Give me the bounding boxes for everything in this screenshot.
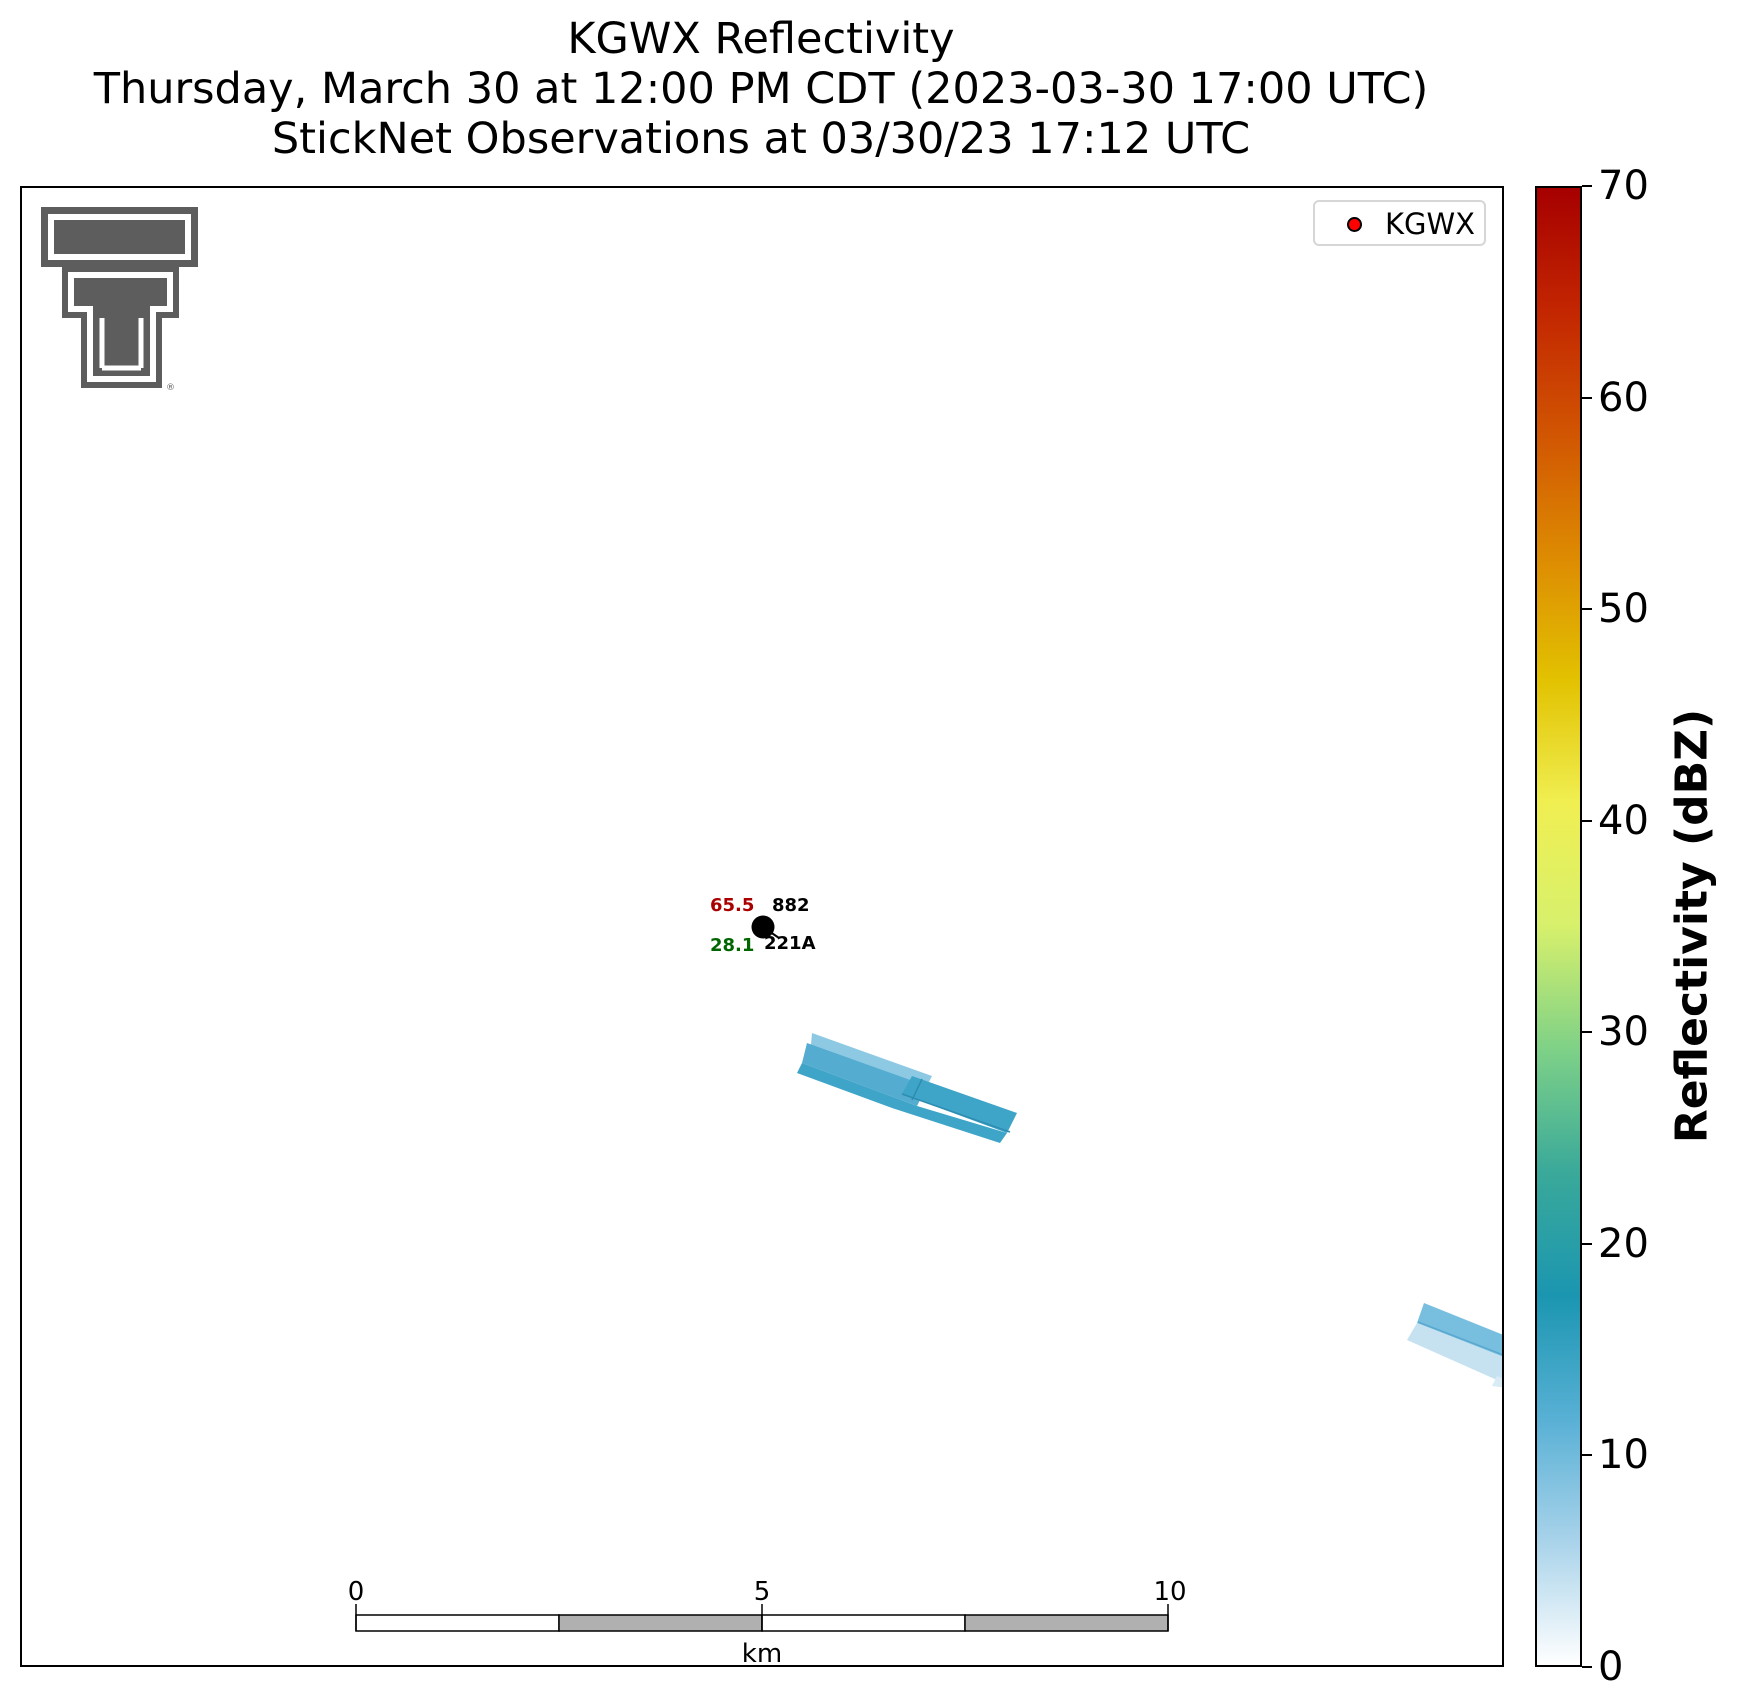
colorbar-tick-label-10: 10	[1598, 1432, 1649, 1479]
station-temperature-value: 65.5	[710, 895, 755, 916]
legend: KGWX	[1313, 200, 1486, 246]
colorbar-tick-40	[1582, 819, 1592, 822]
scale-label-10: 10	[1153, 1577, 1187, 1607]
legend-label: KGWX	[1385, 207, 1476, 241]
scale-segment-4	[964, 1614, 1169, 1632]
scale-segment-1	[355, 1614, 560, 1632]
colorbar-tick-label-40: 40	[1598, 797, 1649, 844]
colorbar-tick-30	[1582, 1031, 1592, 1034]
map-panel: ®	[20, 186, 1504, 1667]
map-canvas: ®	[41, 207, 1502, 1632]
colorbar-tick-label-30: 30	[1598, 1009, 1649, 1056]
colorbar-tick-60	[1582, 396, 1592, 399]
colorbar-title: Reflectivity (dBZ)	[1666, 708, 1718, 1144]
scale-segment-3	[761, 1614, 966, 1632]
logo-stem-core	[74, 278, 167, 376]
colorbar-tick-10	[1582, 1454, 1592, 1457]
texas-tech-logo: ®	[41, 207, 198, 393]
colorbar-tick-0	[1582, 1666, 1592, 1668]
colorbar-tick-70	[1582, 185, 1592, 187]
reflectivity-echo-east-edge	[1407, 1303, 1502, 1388]
station-id: 221A	[764, 933, 816, 954]
scale-bar	[355, 1604, 1169, 1632]
colorbar-tick-label-70: 70	[1598, 163, 1649, 209]
station-dewpoint: 28.1	[710, 935, 755, 956]
logo-registered-mark: ®	[166, 383, 175, 393]
sticknet-station-221a[interactable]	[751, 915, 780, 939]
station-pressure-code: 882	[772, 895, 810, 916]
scale-unit: km	[741, 1639, 783, 1667]
scale-segment-2	[558, 1614, 763, 1632]
logo-inner-lines	[99, 318, 144, 371]
scale-label-0: 0	[347, 1577, 365, 1607]
colorbar-tick-label-60: 60	[1598, 374, 1649, 421]
colorbar	[1535, 186, 1582, 1667]
chart-subtitle-time: Thursday, March 30 at 12:00 PM CDT (2023…	[93, 64, 1429, 114]
colorbar-tick-50	[1582, 608, 1592, 611]
colorbar-tick-20	[1582, 1242, 1592, 1245]
chart-subtitle-observations: StickNet Observations at 03/30/23 17:12 …	[271, 114, 1251, 164]
colorbar-tick-label-0: 0	[1598, 1644, 1624, 1690]
chart-title: KGWX Reflectivity	[567, 14, 955, 64]
station-temperature: 65.5	[710, 896, 754, 916]
colorbar-tick-label-20: 20	[1598, 1220, 1649, 1267]
legend-marker-radar	[1347, 217, 1362, 232]
reflectivity-echo-near-station	[797, 1033, 1017, 1143]
colorbar-tick-label-50: 50	[1598, 586, 1649, 633]
scale-label-5: 5	[753, 1577, 771, 1607]
logo-top-bar-core	[54, 220, 185, 254]
